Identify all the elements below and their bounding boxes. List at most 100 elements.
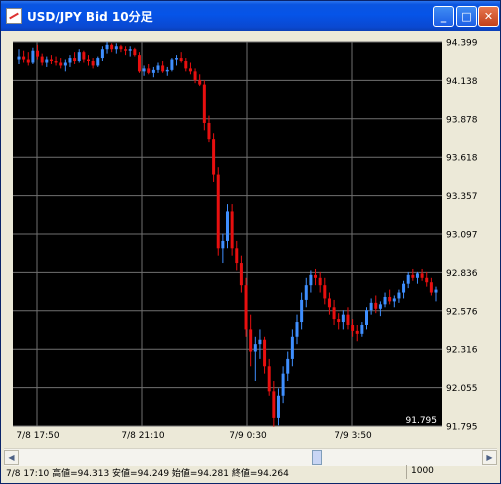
grid-lines	[13, 41, 442, 427]
candle-body	[397, 292, 401, 299]
candle-body	[429, 282, 433, 293]
candle-body	[258, 339, 262, 345]
y-tick-label: 93.357	[446, 192, 478, 202]
scroll-thumb[interactable]	[312, 450, 322, 465]
candle-body	[378, 304, 382, 309]
candle-body	[272, 391, 276, 418]
y-axis: 94.399 94.138 93.878 93.618 93.357 93.097 92.8…	[446, 39, 478, 433]
y-tick-label: 91.795	[446, 423, 478, 433]
candle-body	[137, 55, 141, 72]
candle-body	[59, 62, 63, 66]
candle-body	[332, 307, 336, 320]
minimize-button[interactable]: _	[433, 6, 454, 27]
scroll-right-arrow-icon[interactable]: ▶	[482, 450, 497, 465]
candle-body	[100, 49, 104, 59]
candle-body	[276, 395, 280, 418]
candle-body	[31, 50, 35, 63]
candlestick-chart[interactable]: 94.399 94.138 93.878 93.618 93.357 93.097 92.8…	[4, 31, 497, 445]
candle-body	[87, 59, 90, 62]
candle-body	[119, 46, 123, 50]
y-tick-label: 93.097	[446, 231, 478, 241]
candle-body	[323, 285, 327, 299]
y-tick-label: 92.055	[446, 384, 478, 394]
candle-body	[63, 62, 67, 66]
candle-body	[290, 336, 294, 359]
x-tick-label: 7/9 0:30	[229, 431, 267, 441]
candle-body	[392, 298, 396, 302]
candle-body	[133, 49, 137, 56]
bar-count: 1000	[411, 466, 434, 476]
y-tick-label: 94.399	[446, 39, 478, 49]
candle-body	[434, 289, 438, 293]
title-bar[interactable]: USD/JPY Bid 10分足 _ □ ✕	[1, 1, 500, 31]
candle-body	[346, 314, 350, 325]
candle-body	[142, 68, 146, 72]
candle-body	[151, 69, 155, 73]
chart-area[interactable]: 94.399 94.138 93.878 93.618 93.357 93.097 92.8…	[4, 31, 497, 445]
candle-body	[360, 324, 364, 334]
candle-body	[82, 52, 86, 60]
candle-body	[267, 366, 271, 392]
candle-body	[198, 80, 202, 85]
candle-body	[369, 302, 373, 311]
x-tick-label: 7/8 17:50	[16, 431, 60, 441]
candle-body	[110, 44, 114, 50]
candle-body	[230, 211, 234, 249]
candle-body	[309, 274, 313, 286]
candle-body	[40, 56, 44, 63]
scroll-left-arrow-icon[interactable]: ◀	[4, 450, 19, 465]
close-icon: ✕	[483, 10, 494, 23]
y-tick-label: 93.878	[446, 115, 478, 125]
candle-body	[73, 58, 77, 62]
candle-body	[26, 59, 30, 63]
candle-body	[425, 277, 429, 283]
close-button[interactable]: ✕	[478, 6, 499, 27]
y-tick-label: 92.576	[446, 307, 478, 317]
x-tick-label: 7/8 21:10	[121, 431, 165, 441]
candle-body	[388, 296, 392, 302]
candle-body	[147, 68, 151, 73]
candle-body	[327, 298, 331, 308]
candle-body	[263, 339, 267, 367]
candle-body	[244, 285, 248, 330]
status-divider	[406, 465, 407, 479]
candle-body	[411, 274, 415, 278]
candle-body	[406, 274, 410, 284]
candle-body	[374, 302, 378, 309]
candle-body	[420, 273, 424, 278]
candle-body	[170, 59, 174, 70]
candle-body	[415, 273, 419, 278]
candle-body	[91, 61, 95, 66]
candle-body	[17, 56, 21, 60]
maximize-button[interactable]: □	[456, 6, 477, 27]
candle-body	[114, 46, 118, 50]
candle-body	[188, 68, 192, 72]
candle-body	[49, 59, 53, 62]
y-tick-label: 92.836	[446, 269, 478, 279]
y-tick-label: 94.138	[446, 77, 478, 87]
candle-body	[351, 324, 355, 331]
candle-body	[193, 71, 197, 81]
candle-body	[355, 330, 359, 334]
candle-body	[304, 285, 308, 300]
x-axis: 7/8 17:50 7/8 21:10 7/9 0:30 7/9 3:50	[16, 431, 372, 441]
candle-body	[161, 65, 165, 72]
candle-body	[216, 174, 220, 249]
candle-body	[45, 59, 49, 63]
y-tick-label: 93.618	[446, 154, 478, 164]
candle-body	[318, 277, 322, 286]
candle-body	[221, 240, 225, 249]
candle-body	[54, 61, 58, 63]
candle-body	[300, 299, 304, 323]
candle-body	[337, 319, 341, 323]
horizontal-scrollbar[interactable]: ◀ ▶	[4, 448, 497, 466]
status-bar: 7/8 17:10 高値=94.313 安値=94.249 始値=94.281 …	[4, 465, 497, 480]
candle-body	[184, 61, 188, 69]
candle-body	[156, 65, 160, 70]
candle-body	[22, 56, 26, 60]
candle-body	[36, 50, 40, 57]
candle-body	[365, 310, 368, 325]
low-price-label: 91.795	[406, 416, 438, 426]
candle-body	[239, 263, 243, 286]
